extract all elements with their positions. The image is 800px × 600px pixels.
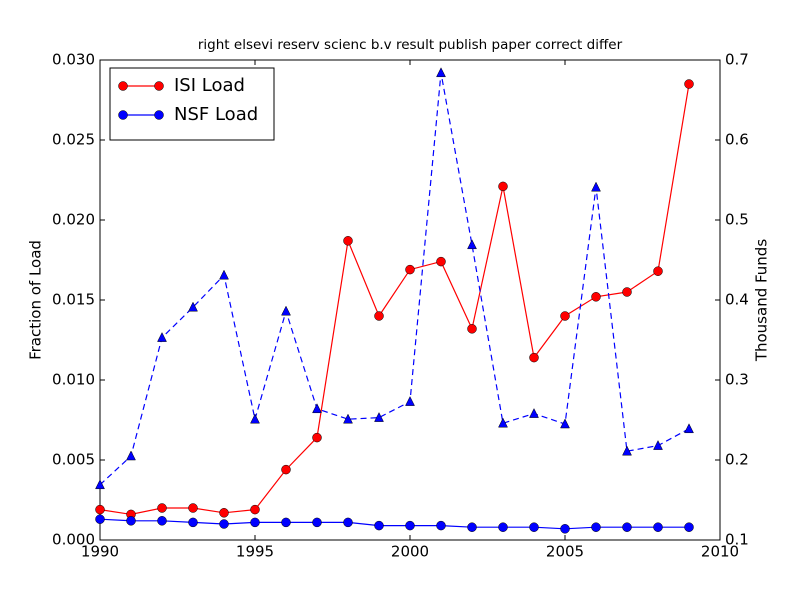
data-point <box>560 418 570 429</box>
data-point <box>622 522 632 532</box>
x-tick-label: 2000 <box>391 543 429 561</box>
data-point <box>591 522 601 532</box>
series-line <box>99 83 690 516</box>
data-point <box>374 311 384 321</box>
data-point <box>157 516 167 526</box>
data-point <box>498 181 508 192</box>
y2-tick-label: 0.2 <box>725 451 749 469</box>
data-point <box>560 311 570 321</box>
data-point <box>653 440 663 450</box>
series-line <box>99 72 690 486</box>
y2-tick-label: 0.4 <box>725 291 749 309</box>
data-point <box>343 236 353 246</box>
data-point <box>188 517 198 528</box>
data-point <box>312 432 322 443</box>
data-point <box>374 412 384 422</box>
y-tick-label: 0.020 <box>52 211 95 229</box>
x-tick-label: 1995 <box>236 543 274 561</box>
chart-title: right elsevi reserv scienc b.v result pu… <box>198 37 623 53</box>
data-point <box>405 264 415 275</box>
y-tick-label: 0.015 <box>52 291 95 309</box>
data-point <box>653 266 663 276</box>
data-point <box>250 413 260 424</box>
data-point <box>684 79 694 89</box>
data-point <box>591 292 601 302</box>
data-point <box>219 519 229 529</box>
data-point <box>374 520 384 531</box>
data-point <box>591 181 601 192</box>
data-point <box>622 445 632 456</box>
data-point <box>467 324 477 334</box>
y2-tick-label: 0.3 <box>725 371 749 389</box>
data-point <box>281 305 291 316</box>
data-point <box>312 403 322 414</box>
data-point <box>467 239 477 250</box>
data-point <box>436 67 446 78</box>
data-point <box>219 269 229 280</box>
legend-box <box>109 67 275 141</box>
legend-marker <box>118 81 128 91</box>
x-tick-label: 1990 <box>81 543 119 561</box>
data-point <box>684 423 694 434</box>
data-point <box>436 256 446 267</box>
y2-tick-label: 0.1 <box>725 531 749 549</box>
data-point <box>653 522 663 532</box>
legend-marker <box>118 110 128 120</box>
data-point <box>157 332 167 342</box>
legend-label: ISI Load <box>174 75 245 96</box>
data-point <box>281 517 291 528</box>
data-point <box>95 514 105 524</box>
data-point <box>498 417 508 428</box>
y-tick-label: 0.010 <box>52 371 95 389</box>
data-point <box>343 413 353 424</box>
data-point <box>498 522 508 532</box>
data-point <box>436 520 446 531</box>
data-point <box>219 508 229 518</box>
y-tick-label: 0.005 <box>52 451 95 469</box>
data-point <box>157 503 167 513</box>
data-point <box>467 522 477 532</box>
data-point <box>622 287 632 297</box>
data-point <box>95 504 105 515</box>
y-tick-label: 0.000 <box>52 531 95 549</box>
data-point <box>343 517 353 528</box>
data-point <box>250 504 260 515</box>
data-point <box>529 352 539 363</box>
data-point <box>529 408 539 418</box>
data-point <box>405 520 415 531</box>
legend-label: NSF Load <box>174 104 258 125</box>
series-line <box>99 518 689 530</box>
data-point <box>188 503 198 513</box>
data-point <box>529 522 539 532</box>
y-axis-label: Fraction of Load <box>27 240 45 360</box>
y-tick-label: 0.025 <box>52 131 95 149</box>
data-point <box>250 517 260 528</box>
data-point <box>126 516 136 526</box>
data-point <box>281 464 291 475</box>
y2-axis-label: Thousand Funds <box>753 239 771 362</box>
y-tick-label: 0.030 <box>52 51 95 69</box>
data-point <box>560 524 570 534</box>
x-tick-label: 2010 <box>701 543 739 561</box>
x-tick-label: 2005 <box>546 543 584 561</box>
y2-tick-label: 0.5 <box>725 211 749 229</box>
y2-tick-label: 0.7 <box>725 51 749 69</box>
legend-marker <box>154 110 164 120</box>
data-point <box>684 522 694 532</box>
legend-marker <box>154 81 164 91</box>
data-point <box>126 450 136 461</box>
data-point <box>95 479 105 490</box>
data-point <box>312 517 322 528</box>
data-point <box>188 301 198 312</box>
data-point <box>405 396 415 406</box>
y2-tick-label: 0.6 <box>725 131 749 149</box>
